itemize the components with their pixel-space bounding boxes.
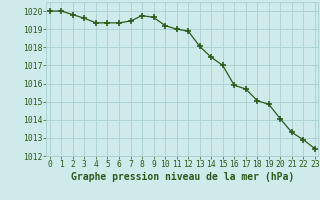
X-axis label: Graphe pression niveau de la mer (hPa): Graphe pression niveau de la mer (hPa) [71, 172, 294, 182]
